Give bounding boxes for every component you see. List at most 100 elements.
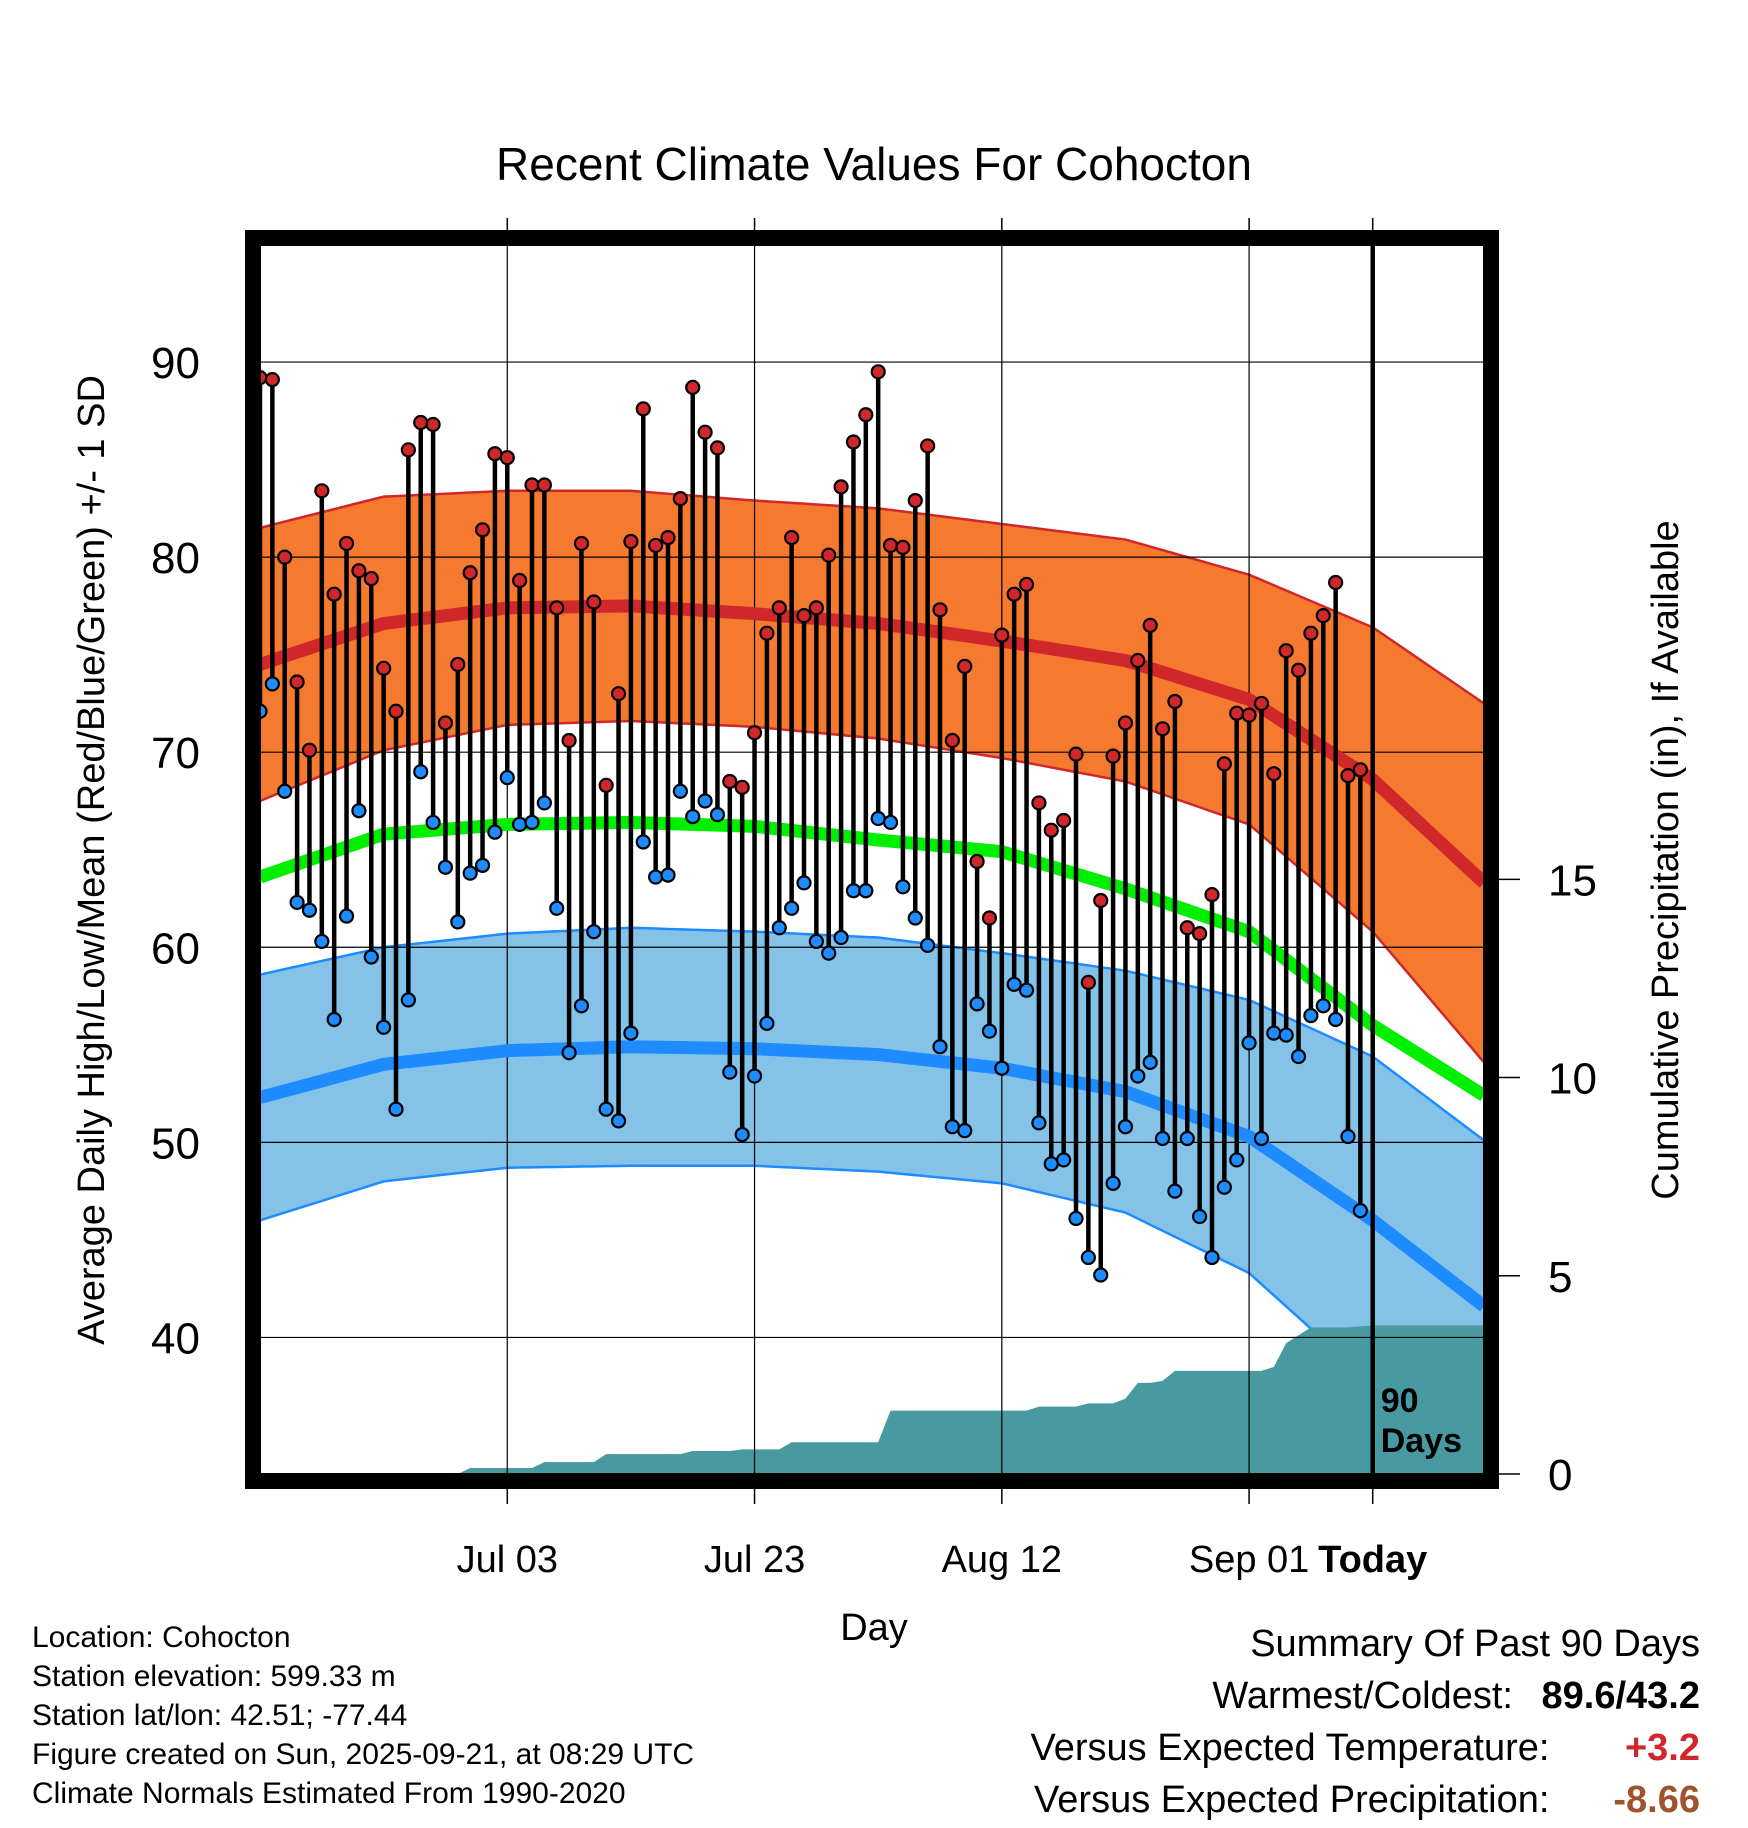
daily-high-point xyxy=(536,477,552,493)
high-band-upper-edge xyxy=(260,489,1484,705)
daily-high-point xyxy=(1253,695,1270,712)
daily-high-point xyxy=(771,600,787,616)
daily-high-point xyxy=(845,434,862,450)
daily-high-point xyxy=(1278,643,1294,659)
daily-high-point xyxy=(981,910,998,926)
daily-low-point xyxy=(277,783,293,799)
daily-high-point xyxy=(512,572,528,589)
daily-low-point xyxy=(450,914,466,930)
daily-high-point xyxy=(907,492,923,509)
figure-created: Figure created on Sun, 2025-09-21, at 08… xyxy=(32,1738,695,1771)
y-tick-label-70: 70 xyxy=(151,729,200,778)
daily-high-point xyxy=(697,424,713,440)
daily-high-point xyxy=(1352,762,1368,778)
daily-high-point xyxy=(1229,705,1245,721)
precipitation-label: Versus Expected Precipitation: xyxy=(1034,1779,1550,1821)
daily-high-point xyxy=(487,446,503,462)
daily-low-point xyxy=(1266,1025,1282,1041)
temperature-value: +3.2 xyxy=(1624,1727,1700,1769)
daily-high-point xyxy=(796,608,812,624)
daily-high-point xyxy=(1130,652,1146,669)
daily-high-point xyxy=(499,450,515,466)
daily-high-point xyxy=(895,539,911,555)
daily-high-point xyxy=(376,660,392,676)
daily-high-point xyxy=(957,658,973,674)
daily-low-point xyxy=(1192,1208,1208,1225)
daily-high-point xyxy=(400,442,416,458)
daily-low-point xyxy=(672,783,688,799)
daily-high-point xyxy=(450,656,466,673)
summary-warmest-coldest: Warmest/Coldest: 89.6/43.2 xyxy=(1031,1670,1700,1722)
daily-low-point xyxy=(1117,1119,1134,1135)
daily-low-point xyxy=(1130,1068,1146,1084)
daily-high-point xyxy=(474,522,491,538)
daily-low-point xyxy=(870,810,886,827)
daily-high-point xyxy=(1266,766,1282,782)
daily-high-point xyxy=(1340,768,1356,784)
daily-low-point xyxy=(326,1011,342,1028)
daily-high-point xyxy=(833,479,849,495)
daily-low-point xyxy=(746,1068,763,1084)
daily-low-point xyxy=(549,900,565,916)
daily-low-point xyxy=(1179,1130,1195,1147)
x-tick-label-2: Aug 12 xyxy=(942,1539,1062,1581)
daily-low-point xyxy=(573,998,590,1014)
daily-low-point xyxy=(858,883,874,899)
daily-high-point xyxy=(1080,974,1096,991)
daily-low-point xyxy=(635,834,651,850)
daily-high-point xyxy=(870,364,886,380)
daily-low-point xyxy=(1229,1152,1245,1168)
daily-high-point xyxy=(1179,920,1195,936)
daily-low-point xyxy=(722,1064,738,1080)
daily-high-point xyxy=(920,438,936,454)
precipitation-area xyxy=(260,1325,1484,1474)
daily-high-point xyxy=(994,627,1010,643)
high-normal-band xyxy=(260,490,1484,1063)
daily-low-point xyxy=(1278,1027,1294,1043)
daily-low-point xyxy=(1043,1156,1059,1172)
daily-low-point xyxy=(1216,1179,1232,1195)
daily-low-point xyxy=(1080,1249,1096,1266)
daily-high-point xyxy=(932,602,948,618)
daily-high-point xyxy=(289,674,305,690)
daily-high-point xyxy=(586,594,602,610)
y-tick-label-40: 40 xyxy=(151,1314,200,1363)
y2-tick-label-10: 10 xyxy=(1548,1055,1597,1104)
daily-high-point xyxy=(734,779,750,795)
daily-low-point xyxy=(808,933,824,950)
summary-temperature: Versus Expected Temperature: +3.2 xyxy=(1031,1722,1700,1774)
daily-low-point xyxy=(1018,982,1035,998)
daily-high-point xyxy=(944,732,960,749)
daily-low-point xyxy=(784,900,800,916)
daily-low-point xyxy=(1142,1054,1158,1070)
daily-high-point xyxy=(1241,707,1257,723)
daily-low-point xyxy=(1303,1007,1319,1024)
daily-low-point xyxy=(1253,1130,1270,1147)
daily-high-point xyxy=(598,777,614,793)
daily-low-point xyxy=(796,875,812,891)
daily-high-point xyxy=(1093,892,1109,909)
x-tick-label-1: Jul 23 xyxy=(704,1539,805,1581)
daily-low-point xyxy=(610,1113,627,1129)
daily-low-point xyxy=(981,1023,998,1039)
daily-high-point xyxy=(425,416,441,433)
station-info: Location: Cohocton Station elevation: 59… xyxy=(32,1618,694,1813)
daily-low-point xyxy=(1328,1011,1344,1028)
daily-high-point xyxy=(1315,608,1331,624)
low-band-lower-edge xyxy=(260,1164,1484,1474)
plot-frame xyxy=(245,230,1499,1489)
x-tick-label-4: Today xyxy=(1318,1539,1427,1581)
daily-low-point xyxy=(623,1025,639,1041)
daily-low-point xyxy=(833,929,849,946)
daily-high-point xyxy=(1142,617,1158,634)
daily-high-point xyxy=(524,477,540,493)
high-normal-line xyxy=(260,599,1484,888)
daily-high-point xyxy=(1167,693,1183,710)
daily-low-point xyxy=(1006,976,1022,992)
daily-high-point xyxy=(1303,625,1319,641)
daily-low-point xyxy=(1031,1115,1047,1131)
daily-high-point xyxy=(635,401,651,417)
daily-low-point xyxy=(1290,1048,1307,1065)
daily-low-point xyxy=(487,824,503,840)
